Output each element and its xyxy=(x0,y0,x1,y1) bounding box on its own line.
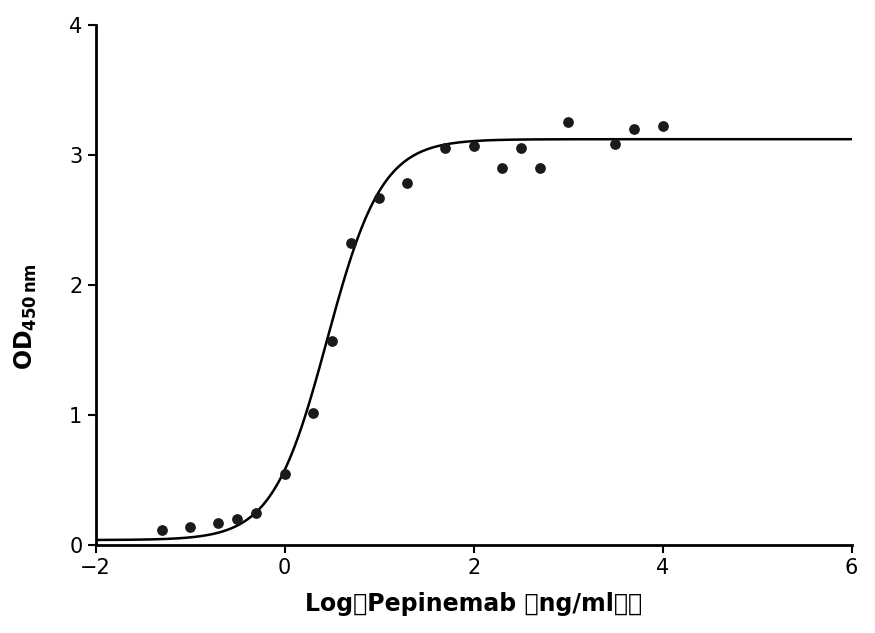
Point xyxy=(466,141,480,151)
Point xyxy=(212,518,226,528)
Point xyxy=(344,238,358,248)
Point xyxy=(438,143,452,153)
Point xyxy=(608,139,622,149)
Point xyxy=(230,514,244,524)
Point xyxy=(277,468,291,479)
Point xyxy=(401,179,415,189)
Point xyxy=(183,522,197,532)
Point xyxy=(325,336,339,346)
Point xyxy=(561,117,575,127)
Point xyxy=(495,163,509,173)
Point xyxy=(627,123,641,134)
Text: $\mathbf{OD_{450\,nm}}$: $\mathbf{OD_{450\,nm}}$ xyxy=(13,263,39,370)
Point xyxy=(533,163,547,173)
Point xyxy=(514,143,528,153)
Point xyxy=(155,525,169,535)
X-axis label: Log（Pepinemab （ng/ml））: Log（Pepinemab （ng/ml）） xyxy=(305,592,642,617)
Point xyxy=(249,508,263,518)
Point xyxy=(655,121,669,131)
Point xyxy=(306,408,320,418)
Point xyxy=(372,192,386,203)
